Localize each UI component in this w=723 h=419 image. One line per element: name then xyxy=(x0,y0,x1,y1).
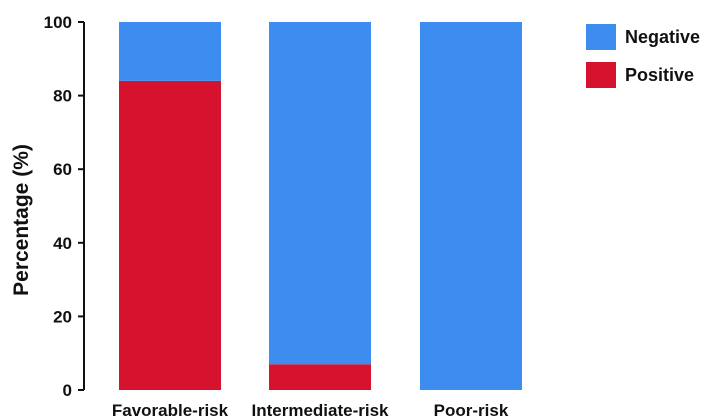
legend-swatch-negative xyxy=(586,24,616,50)
x-axis-labels: Favorable-risk Intermediate-risk Poor-risk xyxy=(112,401,509,419)
y-axis: 0 20 40 60 80 100 xyxy=(44,13,85,400)
legend: Negative Positive xyxy=(586,24,700,88)
y-tick-label: 20 xyxy=(53,307,72,326)
legend-label-negative: Negative xyxy=(625,27,700,47)
bar-negative-3 xyxy=(420,22,522,390)
y-axis-title: Percentage (%) xyxy=(10,144,33,296)
y-tick-label: 0 xyxy=(63,381,72,400)
x-tick-label: Intermediate-risk xyxy=(252,401,390,419)
x-tick-label: Favorable-risk xyxy=(112,401,229,419)
bar-negative-1 xyxy=(119,22,221,81)
y-tick-label: 100 xyxy=(44,13,72,32)
bars-group xyxy=(119,22,522,390)
bar-positive-1 xyxy=(119,80,221,390)
y-tick-label: 40 xyxy=(53,234,72,253)
bar-positive-2 xyxy=(269,364,371,390)
legend-label-positive: Positive xyxy=(625,65,694,85)
y-tick-label: 80 xyxy=(53,87,72,106)
y-tick-label: 60 xyxy=(53,160,72,179)
bar-negative-2 xyxy=(269,22,371,365)
x-tick-label: Poor-risk xyxy=(434,401,509,419)
legend-swatch-positive xyxy=(586,62,616,88)
